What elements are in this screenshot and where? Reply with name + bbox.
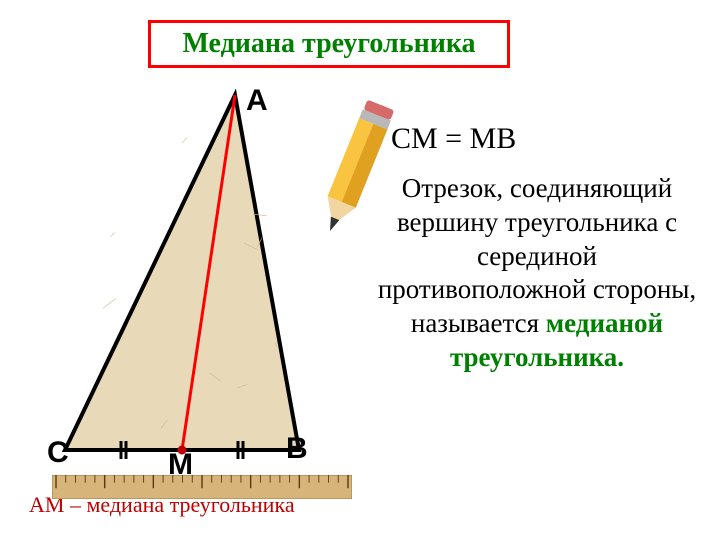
definition-text: Отрезок, соединяющий вершину треугольник…: [372, 172, 702, 375]
vertex-label-C: С: [47, 436, 69, 470]
triangle-diagram: [40, 80, 340, 490]
ruler-icon: [52, 475, 352, 499]
title-box: Медиана треугольника: [148, 20, 510, 68]
equation-text: СМ = МВ: [391, 122, 516, 156]
vertex-label-A: А: [246, 84, 268, 118]
vertex-label-B: В: [286, 432, 308, 466]
title-text: Медиана треугольника: [182, 28, 475, 59]
